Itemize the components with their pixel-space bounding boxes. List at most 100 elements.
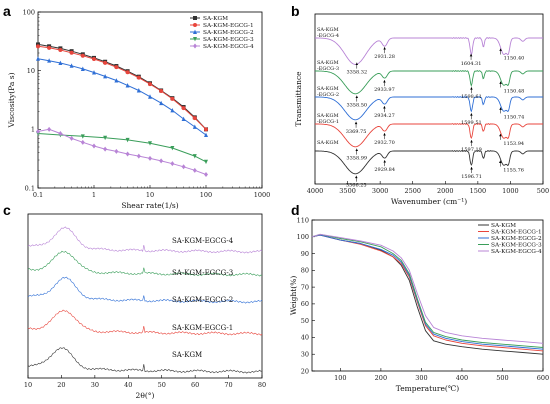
panel-c-letter: c [3,202,11,218]
panel-b-annotation-label: 1599.51 [461,120,482,126]
panel-c-series-label: SA-KGM-EGCG-3 [172,269,233,277]
panel-b-xtick-label: 3000 [372,187,389,195]
panel-a-point [47,126,52,132]
panel-a-point [69,135,74,141]
panel-d-legend-label: SA-KGM-EGCG-3 [491,243,542,249]
panel-a-legend-label: SA-KGM-EGCG-4 [203,44,254,50]
panel-c-xtick-label: 70 [224,381,232,389]
panel-c-xtick-label: 10 [24,381,32,389]
panel-b-series-line [315,70,543,95]
panel-a-legend-label: SA-KGM-EGCG-1 [203,23,254,29]
panel-d-legend-label: SA-KGM-EGCG-2 [491,236,542,242]
panel-b-annotation-arrowhead [469,53,473,57]
panel-a-xtick-label: 100 [200,191,212,199]
panel-b-series-1: SA-KGM 3366.25 2929.84 1596.71 1155.76 [315,140,543,189]
panel-d-series-3 [311,234,544,350]
panel-c-series-5: SA-KGM-EGCG-4 [27,226,263,254]
panel-b-annotation-arrowhead [499,48,502,51]
panel-b-annotation-label: 1598.61 [461,94,482,100]
panel-b-annotation-label: 3358.32 [346,70,367,76]
panel-b-annotation-arrowhead [470,167,473,170]
panel-b-annotation-label: 3358.50 [346,103,367,109]
panel-a-point [103,146,108,152]
panel-d-ytick-label: 90 [301,250,309,258]
panel-a-point [170,146,175,151]
panel-a-point [170,108,175,113]
panel-b-annotation-arrowhead [355,95,359,99]
panel-a-point [181,116,186,122]
panel-a-point [125,137,130,143]
panel-d-ytick-label: 60 [301,300,309,308]
panel-c-xtick-label: 80 [258,381,266,389]
panel-d-letter: d [291,202,300,218]
panel-a-series-3 [36,56,208,138]
panel-b-annotation-arrowhead [499,107,502,110]
panel-c-series-4: SA-KGM-EGCG-3 [27,250,263,277]
panel-b-annotation-arrowhead [470,140,473,143]
panel-b-annotation-arrowhead [499,133,502,137]
panel-b-annotation-arrowhead [470,87,473,90]
panel-d-ytick-label: 50 [301,317,309,325]
panel-d-series-5 [311,233,544,344]
panel-d-ytick-label: 70 [301,283,309,291]
panel-b-annotation-label: 1604.31 [461,61,482,67]
panel-b-annotation-label: 1597.19 [461,147,482,153]
panel-a-xtick-label: 10 [146,191,154,199]
panel-b-annotation-arrowhead [355,148,359,152]
panel-a-point [125,70,130,75]
panel-a-point [80,66,85,71]
panel-b-series-label: SA-KGM [317,86,339,92]
panel-a-point [47,45,52,50]
panel-c-xtick-label: 50 [158,381,166,389]
panel-a-ytick-label: 0.1 [25,184,35,192]
panel-b-annotation-label: 1150.40 [504,55,525,61]
panel-a-point [58,60,63,66]
panel-a-point [136,153,141,159]
panel-a-legend-marker [193,29,197,34]
panel-c-frame [27,213,263,379]
panel-a-series-line [37,43,207,130]
panel-b-series-line [315,96,543,121]
panel-a-point [103,60,108,65]
panel-b-series-label: -EGCG-4 [317,33,339,39]
panel-b-annotation-label: 1596.71 [461,174,482,180]
panel-d-legend-label: SA-KGM-EGCG-4 [491,249,542,255]
panel-a-point [125,83,130,88]
panel-d-xtick-label: 500 [496,374,508,382]
panel-b-annotation-label: 1153.94 [503,141,524,147]
panel-b-xtick-label: 1500 [470,187,487,195]
panel-c-series-label: SA-KGM-EGCG-1 [172,324,233,332]
panel-a-point [181,106,186,111]
panel-a-series-line [37,58,207,136]
panel-b-annotation-label: 2932.70 [374,140,395,146]
panel-d-ylabel: Weight(%) [289,276,298,316]
panel-a-legend-marker [193,16,197,20]
panel-a-point [114,78,119,83]
panel-a-point [58,48,63,53]
panel-c-series-line [27,276,263,304]
panel-a-series-4 [36,131,208,165]
panel-a-point [170,96,175,101]
panel-a-point [103,135,108,141]
panel-a-point [36,44,40,49]
panel-b-annotation-arrowhead [470,113,473,116]
panel-d-xtick-label: 300 [415,374,427,382]
panel-b-letter: b [291,3,300,19]
panel-b-series-label: SA-KGM [317,113,339,119]
panel-a-letter: a [3,3,11,19]
panel-b-series-5: SA-KGM-EGCG-43358.322931.281604.311150.4… [315,27,543,76]
panel-a-legend-marker [193,43,197,49]
panel-d-ytick-label: 20 [301,367,309,375]
panel-a-point [159,100,164,106]
panel-b-annotation-label: 2929.84 [374,167,395,173]
panel-a-point [47,58,52,63]
panel-b-annotation-arrowhead [383,133,386,136]
panel-a-point [36,56,40,61]
panel-a-point [181,164,186,170]
panel-b-annotation-arrowhead [383,80,386,83]
panel-a-series-2 [36,44,208,132]
panel-a-point [192,116,197,121]
panel-b-series-label: -EGCG-2 [317,92,339,98]
